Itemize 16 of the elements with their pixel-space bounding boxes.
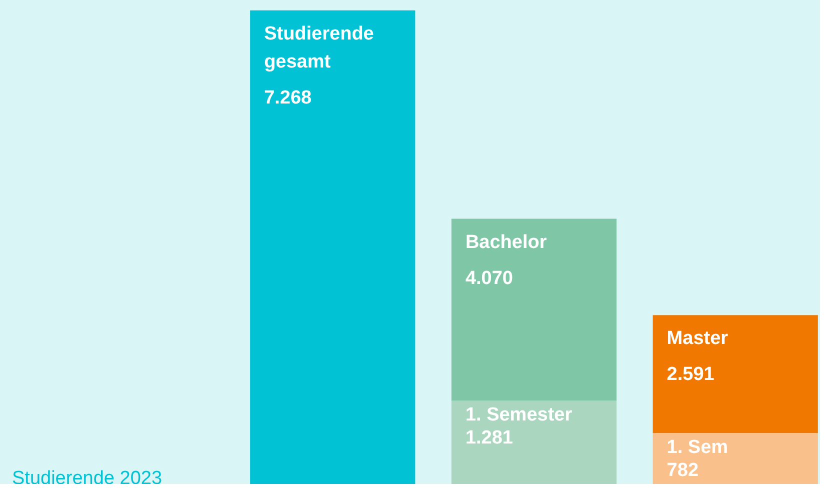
- x-tick-label: Master: [666, 328, 729, 350]
- data-label: 782: [666, 460, 699, 482]
- bar: [451, 218, 617, 401]
- total-label: 7.268: [264, 87, 312, 108]
- bar: [652, 433, 818, 484]
- text: Studierende 2023: [12, 468, 162, 489]
- annotation: 1. Semester: [465, 404, 573, 426]
- bar: [250, 10, 416, 484]
- total-label: 4.070: [465, 268, 513, 289]
- category-label: Studierende gesamt: [264, 23, 374, 72]
- data-label: 1.281: [465, 428, 514, 449]
- bar: [451, 400, 617, 484]
- annotation: 1. Sem: [666, 437, 728, 458]
- total-label: 2.591: [666, 364, 715, 386]
- bar: [652, 315, 818, 434]
- x-tick-label: Bachelor: [465, 232, 548, 253]
